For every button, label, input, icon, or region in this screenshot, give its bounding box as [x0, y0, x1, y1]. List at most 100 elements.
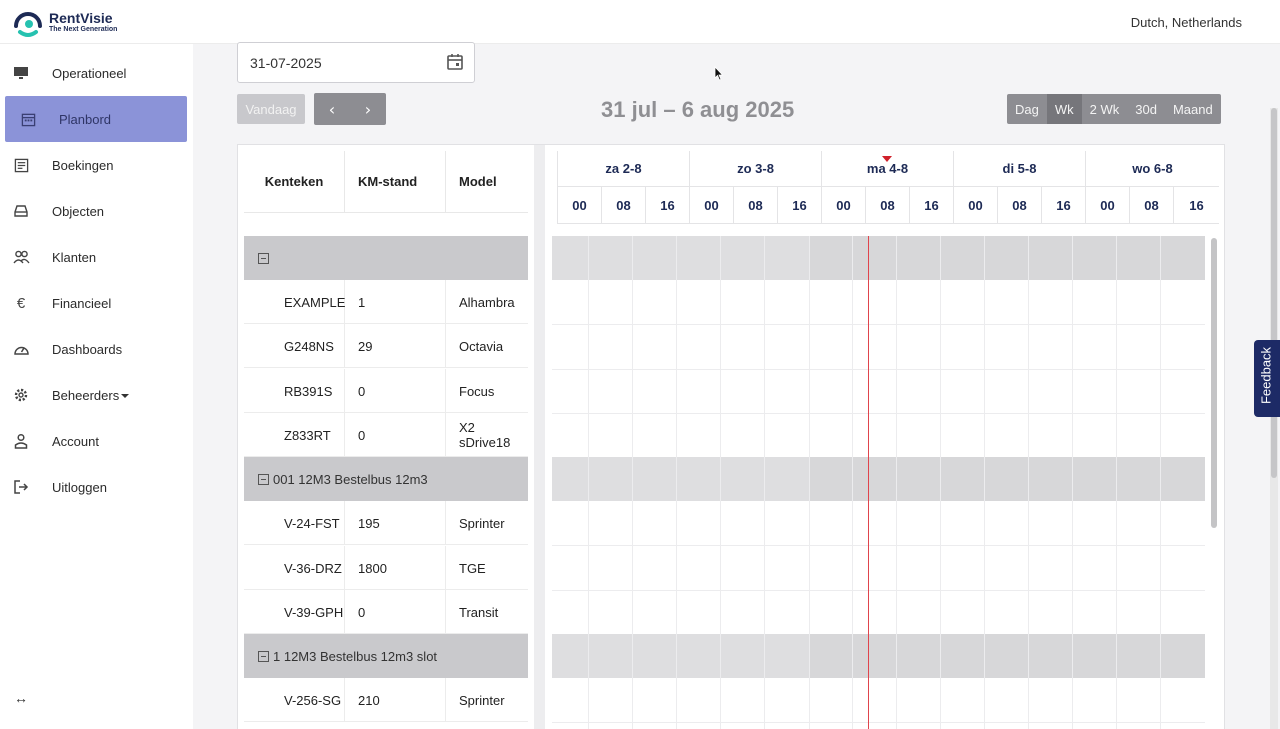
- page-scrollbar[interactable]: [1270, 108, 1278, 729]
- collapse-icon[interactable]: [258, 252, 269, 264]
- users-icon: [12, 248, 30, 266]
- table-row[interactable]: Z833RT 0 X2 sDrive18: [244, 413, 528, 457]
- hour-header: 08: [601, 187, 645, 224]
- bookings-icon: [12, 156, 30, 174]
- sidebar-item-boekingen[interactable]: Boekingen: [5, 142, 187, 188]
- brand-logo[interactable]: RentVisie The Next Generation: [12, 6, 117, 38]
- hour-header: 16: [1041, 187, 1085, 224]
- date-field[interactable]: 31-07-2025: [237, 42, 475, 83]
- timeline: za 2-8 zo 3-8 ma 4-8 di 5-8 wo 6-8 00 08…: [551, 145, 1226, 729]
- sidebar-item-objecten[interactable]: Objecten: [5, 188, 187, 234]
- hour-header: 00: [821, 187, 865, 224]
- table-row[interactable]: EXAMPLE 1 Alhambra: [244, 280, 528, 324]
- view-month-button[interactable]: Maand: [1172, 101, 1213, 117]
- group-row[interactable]: 001 12M3 Bestelbus 12m3: [244, 457, 528, 501]
- sidebar-item-label: Operationeel: [52, 65, 127, 81]
- timeline-scrollbar[interactable]: [1211, 238, 1217, 528]
- view-2week-button[interactable]: 2 Wk: [1089, 101, 1120, 117]
- km-cell: 0: [345, 369, 446, 413]
- table-row[interactable]: RB391S 0 Focus: [244, 369, 528, 413]
- km-cell: 29: [345, 324, 446, 368]
- timeline-group-row: [552, 236, 1205, 280]
- gear-icon: [12, 386, 30, 404]
- sidebar-item-label: Boekingen: [52, 157, 114, 173]
- km-cell: 1800: [345, 546, 446, 590]
- hour-header: 16: [909, 187, 953, 224]
- sidebar-item-uitloggen[interactable]: Uitloggen: [5, 464, 187, 510]
- column-header-kenteken[interactable]: Kenteken: [244, 151, 345, 213]
- table-row[interactable]: V-24-FST 195 Sprinter: [244, 501, 528, 545]
- hour-header: 16: [1173, 187, 1219, 224]
- timeline-grid[interactable]: [552, 236, 1205, 729]
- kenteken-cell: V-39-GPH: [244, 590, 345, 634]
- sidebar-item-beheerders[interactable]: Beheerders: [5, 372, 187, 418]
- km-cell: 1: [345, 280, 446, 324]
- model-cell: TGE: [459, 560, 486, 576]
- timeline-group-row: [552, 457, 1205, 501]
- model-cell: Alhambra: [459, 294, 515, 310]
- kenteken-cell: V-24-FST: [244, 501, 345, 545]
- kenteken-cell: V-256-SG: [244, 678, 345, 722]
- sidebar-item-label: Account: [52, 433, 99, 449]
- previous-button[interactable]: ‹: [314, 93, 350, 125]
- today-button[interactable]: Vandaag: [237, 94, 305, 124]
- km-cell: 0: [345, 590, 446, 634]
- sidebar: Operationeel Planbord Boekingen Objecten…: [0, 44, 193, 729]
- kenteken-cell: RB391S: [244, 369, 345, 413]
- model-cell: Sprinter: [459, 692, 505, 708]
- hour-header: 00: [689, 187, 733, 224]
- calendar-icon[interactable]: [446, 53, 464, 71]
- table-row[interactable]: G248NS 29 Octavia: [244, 324, 528, 368]
- group-row[interactable]: [244, 236, 528, 280]
- sidebar-item-account[interactable]: Account: [5, 418, 187, 464]
- group-row[interactable]: 1 12M3 Bestelbus 12m3 slot: [244, 634, 528, 678]
- column-header-model[interactable]: Model: [446, 151, 528, 213]
- view-switcher: Dag Wk 2 Wk 30d Maand: [1007, 94, 1221, 124]
- sidebar-item-planbord[interactable]: Planbord: [5, 96, 187, 142]
- table-row[interactable]: V-39-GPH 0 Transit: [244, 590, 528, 634]
- monitor-icon: [12, 64, 30, 82]
- view-30d-button[interactable]: 30d: [1135, 101, 1157, 117]
- km-cell: 195: [345, 501, 446, 545]
- drive-icon: [12, 202, 30, 220]
- sidebar-item-dashboards[interactable]: Dashboards: [5, 326, 187, 372]
- main-content: 31-07-2025 Vandaag ‹ › 31 jul – 6 aug 20…: [193, 42, 1280, 729]
- planning-board: Kenteken KM-stand Model EXAMPLE 1 Alhamb…: [237, 144, 1225, 729]
- calendar-icon: [19, 110, 37, 128]
- group-label: 001 12M3 Bestelbus 12m3: [273, 471, 428, 487]
- day-header: di 5-8: [953, 151, 1085, 187]
- view-day-button[interactable]: Dag: [1015, 101, 1039, 117]
- sidebar-item-label: Dashboards: [52, 341, 123, 357]
- collapse-sidebar-icon[interactable]: ↔: [14, 690, 28, 706]
- next-button[interactable]: ›: [350, 93, 386, 125]
- sidebar-item-klanten[interactable]: Klanten: [5, 234, 187, 280]
- sidebar-item-label: Uitloggen: [52, 479, 107, 495]
- mouse-cursor-icon: [714, 65, 724, 86]
- top-bar: RentVisie The Next Generation Dutch, Net…: [0, 0, 1280, 44]
- user-icon: [12, 432, 30, 450]
- logout-icon: [12, 478, 30, 496]
- view-week-button[interactable]: Wk: [1046, 94, 1082, 124]
- sidebar-item-label: Beheerders: [52, 387, 120, 403]
- brand-name: RentVisie: [49, 10, 113, 26]
- table-row[interactable]: V-256-SG 210 Sprinter: [244, 678, 528, 722]
- timeline-group-row: [552, 634, 1205, 678]
- kenteken-cell: EXAMPLE: [244, 280, 345, 324]
- collapse-icon[interactable]: [258, 650, 269, 662]
- hour-header: 00: [557, 187, 601, 224]
- now-marker-icon: [882, 156, 892, 162]
- column-header-km-stand[interactable]: KM-stand: [345, 151, 446, 213]
- model-cell: Octavia: [459, 338, 504, 354]
- panel-splitter[interactable]: [534, 145, 545, 729]
- feedback-tab[interactable]: Feedback: [1254, 340, 1280, 417]
- day-header: zo 3-8: [689, 151, 821, 187]
- language-selector[interactable]: Dutch, Netherlands: [1130, 15, 1242, 30]
- feedback-label: Feedback: [1258, 346, 1274, 405]
- sidebar-item-operationeel[interactable]: Operationeel: [5, 50, 187, 96]
- collapse-icon[interactable]: [258, 473, 269, 485]
- sidebar-item-label: Objecten: [52, 203, 105, 219]
- day-header-row: za 2-8 zo 3-8 ma 4-8 di 5-8 wo 6-8: [557, 151, 1219, 187]
- sidebar-item-financieel[interactable]: € Financieel: [5, 280, 187, 326]
- hour-header: 08: [865, 187, 909, 224]
- table-row[interactable]: V-36-DRZ 1800 TGE: [244, 546, 528, 590]
